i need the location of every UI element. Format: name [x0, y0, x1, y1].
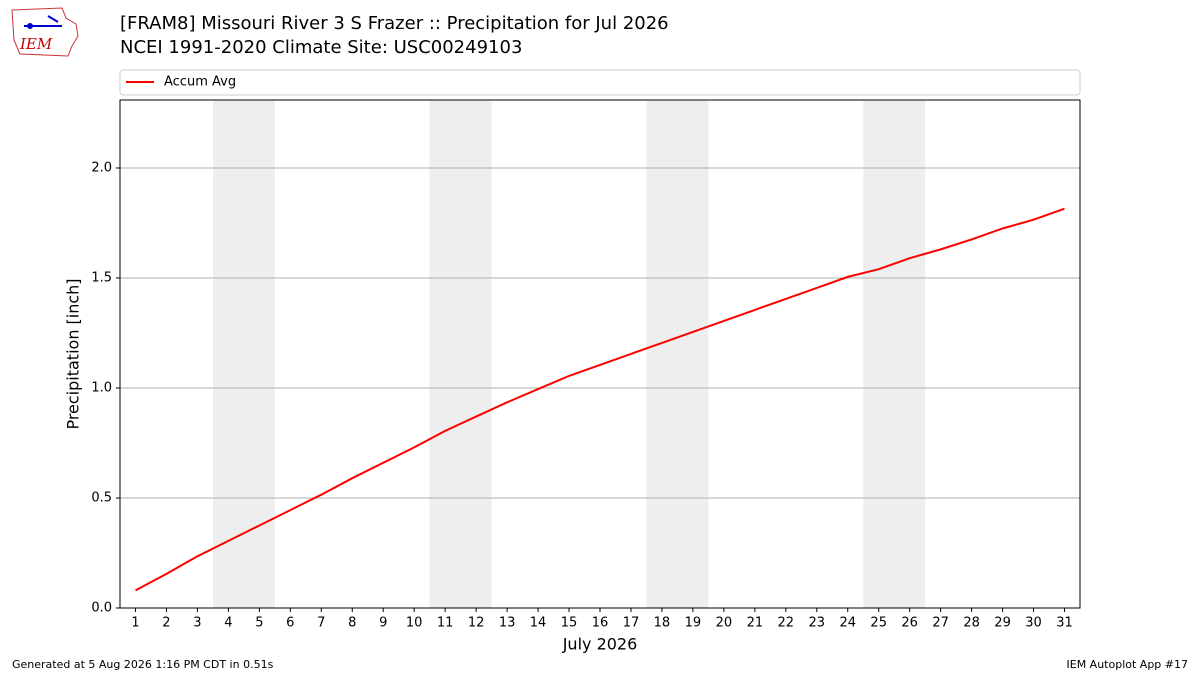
x-tick-label: 27 [932, 616, 949, 631]
footer-left: Generated at 5 Aug 2026 1:16 PM CDT in 0… [12, 658, 274, 671]
x-tick-label: 18 [654, 616, 671, 631]
x-tick-label: 12 [468, 616, 485, 631]
legend-label: Accum Avg [164, 75, 236, 90]
y-tick-label: 0.5 [91, 490, 112, 505]
x-tick-label: 13 [499, 616, 516, 631]
logo-text: IEM [19, 35, 53, 53]
weekend-band [863, 100, 926, 608]
data-line [135, 207, 1065, 592]
x-tick-label: 25 [870, 616, 887, 631]
x-tick-label: 26 [901, 616, 918, 631]
x-tick-label: 9 [379, 616, 387, 631]
x-tick-label: 24 [839, 616, 856, 631]
x-tick-label: 29 [994, 616, 1011, 631]
y-tick-label: 2.0 [91, 160, 112, 175]
weekend-band [646, 100, 709, 608]
footer-right: IEM Autoplot App #17 [1067, 658, 1189, 671]
x-tick-label: 21 [747, 616, 764, 631]
weekend-band [212, 100, 275, 608]
x-axis-label: July 2026 [562, 635, 638, 654]
x-tick-label: 28 [963, 616, 980, 631]
x-tick-label: 8 [348, 616, 356, 631]
x-tick-label: 1 [131, 616, 139, 631]
x-tick-label: 7 [317, 616, 325, 631]
x-tick-label: 2 [162, 616, 170, 631]
x-tick-label: 20 [716, 616, 733, 631]
x-tick-label: 6 [286, 616, 294, 631]
y-tick-label: 0.0 [91, 601, 112, 616]
logo-graphic [11, 7, 79, 57]
x-tick-label: 30 [1025, 616, 1042, 631]
plot-frame [119, 99, 1081, 609]
weekend-band [429, 100, 492, 608]
x-tick-label: 11 [437, 616, 454, 631]
y-tick-label: 1.5 [91, 270, 112, 285]
y-tick-label: 1.0 [91, 380, 112, 395]
x-tick-label: 31 [1056, 616, 1073, 631]
x-tick-label: 14 [530, 616, 547, 631]
x-tick-label: 16 [592, 616, 609, 631]
x-tick-label: 19 [685, 616, 702, 631]
x-tick-label: 10 [406, 616, 423, 631]
x-tick-label: 15 [561, 616, 578, 631]
x-tick-label: 4 [224, 616, 232, 631]
chart-subtitle: NCEI 1991-2020 Climate Site: USC00249103 [120, 37, 522, 58]
chart-title: [FRAM8] Missouri River 3 S Frazer :: Pre… [120, 13, 669, 34]
x-tick-label: 22 [778, 616, 795, 631]
x-tick-label: 3 [193, 616, 201, 631]
x-tick-label: 17 [623, 616, 640, 631]
x-tick-label: 23 [809, 616, 826, 631]
y-axis-label: Precipitation [inch] [64, 278, 83, 429]
legend-box [119, 69, 1081, 96]
x-tick-label: 5 [255, 616, 263, 631]
